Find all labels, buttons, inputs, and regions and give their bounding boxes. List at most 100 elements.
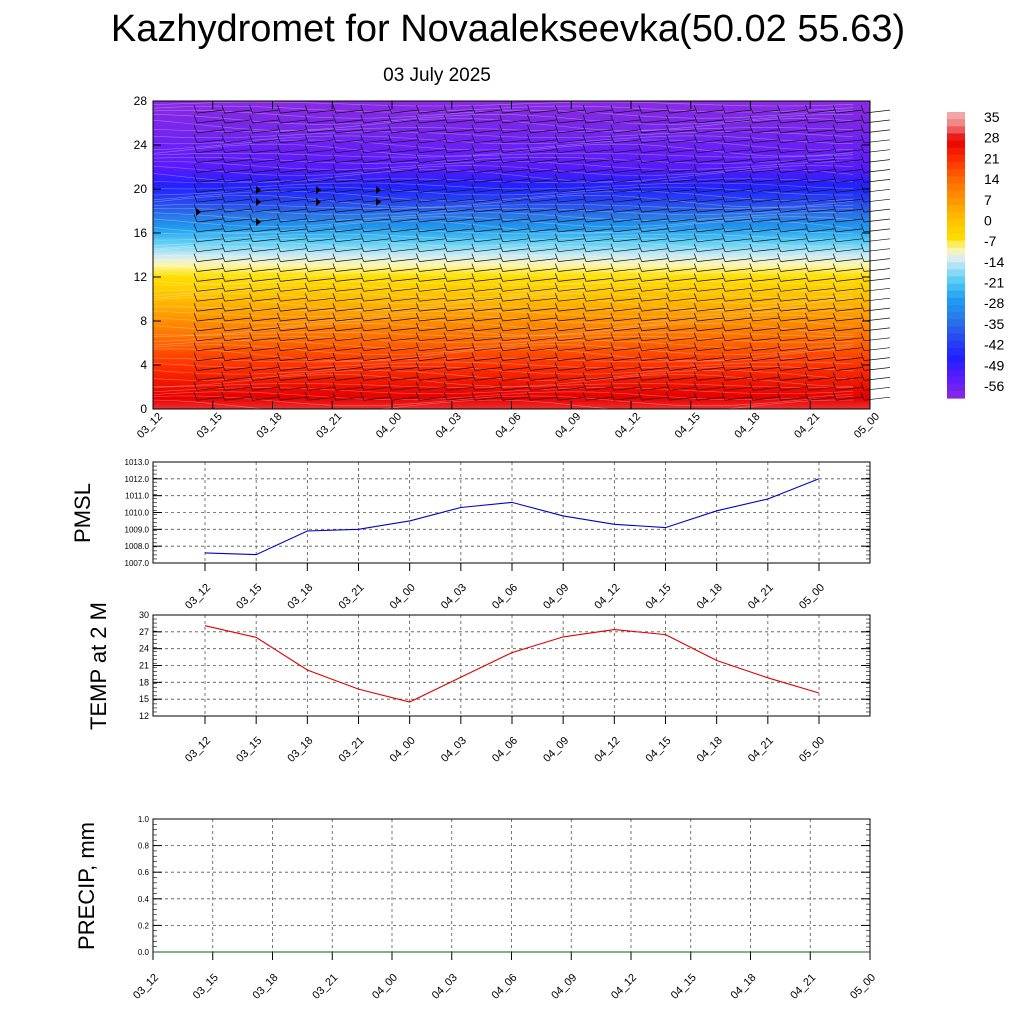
wind-barb-shaft — [530, 238, 557, 243]
wind-barb-flag — [777, 213, 781, 223]
wind-barb-flag — [721, 114, 726, 124]
wind-barb-shaft — [780, 139, 807, 144]
wind-barb-flag — [860, 312, 865, 322]
wind-barb-flag — [749, 124, 754, 134]
wind-barb-flag — [527, 322, 531, 332]
wind-barb-shaft — [363, 119, 390, 124]
wind-barb-flag — [360, 233, 365, 242]
wind-barb-flag — [527, 312, 531, 322]
wind-barb-flag — [416, 154, 420, 163]
wind-barb-flag — [221, 213, 226, 223]
wind-barb-shaft — [391, 159, 418, 163]
wind-barb-shaft — [586, 258, 613, 262]
wind-barb — [443, 283, 474, 292]
wind-barb-shaft — [808, 119, 835, 124]
wind-barb-shaft — [447, 169, 474, 173]
wind-barb-flag — [527, 352, 531, 361]
wind-barb-shaft — [586, 347, 613, 352]
wind-barb — [582, 104, 613, 114]
wind-barb-flag — [805, 273, 809, 282]
wind-barb-flag — [527, 194, 531, 203]
wind-barb-shaft — [474, 297, 501, 302]
y-tick-label: 1013.0 — [125, 458, 150, 467]
colorbar-swatch — [947, 140, 965, 149]
wind-barb-flag — [304, 174, 309, 183]
wind-barb-flag — [805, 154, 809, 163]
wind-barb-shaft — [474, 347, 501, 352]
wind-barb-shaft — [530, 396, 557, 401]
wind-barb — [527, 312, 557, 322]
wind-barb-shaft — [697, 377, 724, 381]
wind-barb-shaft — [419, 218, 446, 223]
wind-barb-flag — [249, 342, 253, 351]
wind-barb-shaft — [335, 139, 362, 144]
contour-line — [152, 118, 854, 131]
wind-barb-shaft — [836, 307, 863, 312]
wind-barb-shaft — [530, 297, 557, 302]
wind-barb-flag — [221, 194, 226, 203]
wind-barb-flag — [360, 392, 365, 401]
wind-barb-flag — [388, 243, 392, 252]
wind-barb-flag — [638, 273, 642, 282]
wind-barb — [554, 352, 585, 361]
wind-barb-flag — [388, 283, 392, 292]
wind-barb-shaft — [780, 228, 807, 233]
wind-barb — [666, 243, 696, 253]
wind-barb-flag — [860, 263, 865, 272]
wind-barb — [499, 213, 529, 223]
wind-barb — [777, 134, 807, 144]
wind-barb-shaft — [863, 347, 891, 352]
wind-barb-flag — [832, 342, 837, 351]
wind-barb — [777, 253, 807, 262]
wind-barb-flag — [721, 164, 726, 173]
wind-barb — [471, 154, 501, 163]
wind-barb — [832, 104, 863, 114]
wind-barb-shaft — [558, 149, 585, 154]
wind-barb-flag — [471, 253, 476, 262]
wind-barb-flag — [582, 124, 587, 134]
wind-barb — [805, 342, 835, 352]
wind-barb-shaft — [474, 109, 501, 114]
wind-barb-flag — [277, 164, 281, 173]
wind-barb — [721, 114, 752, 124]
wind-barb-flag — [638, 104, 642, 114]
wind-barb — [860, 352, 891, 361]
wind-barb-flag — [721, 362, 726, 371]
wind-barb-shaft — [474, 287, 501, 292]
wind-barb-shaft — [502, 179, 529, 183]
wind-barb-flag — [277, 213, 281, 223]
wind-barb — [666, 164, 696, 173]
wind-barb-shaft — [280, 357, 307, 361]
wind-barb — [304, 322, 335, 332]
wind-barb — [193, 213, 224, 223]
wind-barb — [693, 144, 724, 154]
colorbar-swatch — [947, 290, 965, 299]
wind-barb-shaft — [808, 208, 835, 213]
colorbar-swatch — [947, 269, 965, 278]
wind-barb-shaft — [196, 109, 224, 114]
wind-barb — [221, 243, 251, 253]
wind-barb-flag — [693, 114, 698, 124]
wind-barb-flag — [805, 372, 809, 381]
wind-barb-flag — [527, 332, 531, 341]
contour-line — [152, 331, 853, 337]
wind-barb — [332, 233, 362, 243]
wind-barb-shaft — [586, 297, 613, 302]
wind-barb-shaft — [363, 258, 390, 262]
wind-barb-shaft — [530, 119, 557, 124]
wind-barb-flag — [388, 203, 392, 213]
wind-barb-flag — [860, 223, 865, 233]
wind-barb-flag — [527, 104, 531, 114]
wind-barb — [304, 154, 335, 163]
wind-barb-flag — [332, 352, 337, 361]
wind-barb-flag — [193, 164, 198, 173]
wind-barb-shaft — [836, 119, 863, 124]
wind-barb-flag — [443, 253, 448, 262]
wind-barb-shaft — [502, 139, 529, 144]
wind-barb-shaft — [863, 337, 891, 342]
wind-barb — [554, 233, 585, 243]
wind-barb-flag — [332, 322, 337, 332]
wind-barb — [416, 233, 446, 243]
wind-barb-shaft — [363, 159, 390, 163]
wind-barb-shaft — [502, 248, 529, 253]
